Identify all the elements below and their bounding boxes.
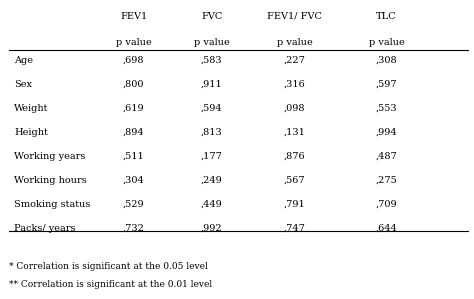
Text: ,529: ,529 [123,200,145,209]
Text: p value: p value [277,38,312,47]
Text: Working hours: Working hours [14,176,87,185]
Text: ,316: ,316 [283,80,305,89]
Text: ,644: ,644 [375,224,397,233]
Text: ,131: ,131 [283,128,305,137]
Text: ** Correlation is significant at the 0.01 level: ** Correlation is significant at the 0.0… [9,280,213,289]
Text: ,177: ,177 [201,152,223,161]
Text: ,800: ,800 [123,80,145,89]
Text: Sex: Sex [14,80,32,89]
Text: p value: p value [116,38,152,47]
Text: ,308: ,308 [376,56,397,65]
Text: FVC: FVC [201,12,222,21]
Text: ,511: ,511 [123,152,145,161]
Text: ,619: ,619 [123,104,145,113]
Text: TLC: TLC [376,12,397,21]
Text: Weight: Weight [14,104,48,113]
Text: ,275: ,275 [375,176,397,185]
Text: ,583: ,583 [201,56,223,65]
Text: Age: Age [14,56,33,65]
Text: ,894: ,894 [123,128,145,137]
Text: ,876: ,876 [284,152,305,161]
Text: ,911: ,911 [201,80,223,89]
Text: ,098: ,098 [284,104,305,113]
Text: ,698: ,698 [123,56,145,65]
Text: Working years: Working years [14,152,85,161]
Text: ,449: ,449 [201,200,223,209]
Text: * Correlation is significant at the 0.05 level: * Correlation is significant at the 0.05… [9,262,208,271]
Text: Smoking status: Smoking status [14,200,91,209]
Text: FEV1: FEV1 [120,12,147,21]
Text: ,567: ,567 [284,176,305,185]
Text: ,594: ,594 [201,104,223,113]
Text: ,732: ,732 [123,224,145,233]
Text: p value: p value [194,38,230,47]
Text: ,249: ,249 [201,176,223,185]
Text: Height: Height [14,128,48,137]
Text: Packs/ years: Packs/ years [14,224,75,233]
Text: ,994: ,994 [376,128,397,137]
Text: ,992: ,992 [201,224,223,233]
Text: FEV1/ FVC: FEV1/ FVC [267,12,322,21]
Text: ,747: ,747 [283,224,305,233]
Text: ,487: ,487 [375,152,397,161]
Text: ,709: ,709 [376,200,397,209]
Text: ,791: ,791 [283,200,305,209]
Text: ,304: ,304 [123,176,145,185]
Text: ,227: ,227 [283,56,305,65]
Text: ,553: ,553 [376,104,397,113]
Text: p value: p value [369,38,404,47]
Text: ,597: ,597 [376,80,397,89]
Text: ,813: ,813 [201,128,223,137]
